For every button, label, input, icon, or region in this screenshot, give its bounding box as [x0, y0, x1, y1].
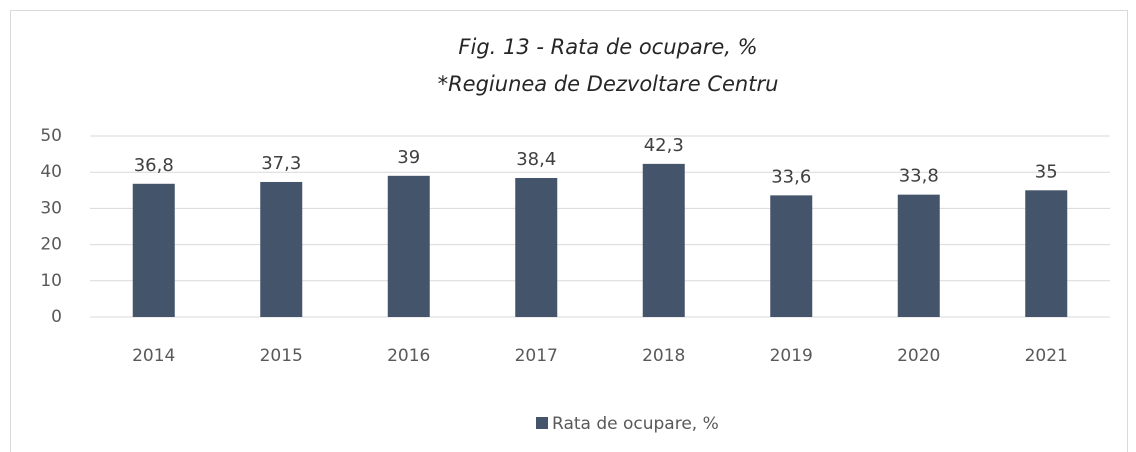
data-label: 39: [397, 147, 420, 168]
y-tick-label: 0: [51, 307, 62, 327]
data-label: 38,4: [516, 149, 556, 170]
data-label: 36,8: [134, 155, 174, 176]
data-label: 35: [1035, 161, 1058, 182]
bar: [260, 181, 303, 317]
legend-label: Rata de ocupare, %: [552, 414, 719, 434]
data-label: 33,8: [899, 166, 939, 187]
x-tick-label: 2021: [1025, 346, 1068, 366]
bar: [515, 177, 558, 317]
x-tick-label: 2016: [387, 346, 430, 366]
chart-title: Fig. 13 - Rata de ocupare, %: [458, 35, 757, 59]
y-tick-label: 50: [40, 126, 62, 146]
bar: [642, 163, 685, 317]
x-tick-label: 2020: [897, 346, 940, 366]
chart-border: [10, 10, 1128, 452]
data-label: 42,3: [644, 135, 684, 156]
data-label: 33,6: [771, 166, 811, 187]
data-label: 37,3: [261, 153, 301, 174]
bar: [770, 195, 813, 317]
y-tick-label: 30: [40, 198, 62, 218]
bar: [132, 183, 175, 317]
y-tick-label: 10: [40, 271, 62, 291]
bar: [897, 194, 940, 317]
y-tick-label: 40: [40, 162, 62, 182]
y-tick-label: 20: [40, 235, 62, 255]
x-tick-label: 2018: [642, 346, 685, 366]
x-tick-label: 2015: [260, 346, 303, 366]
chart-subtitle: *Regiunea de Dezvoltare Centru: [438, 72, 779, 96]
bar: [387, 175, 430, 317]
bar: [1025, 190, 1068, 317]
x-tick-label: 2014: [132, 346, 175, 366]
x-tick-label: 2019: [770, 346, 813, 366]
legend-swatch: [536, 417, 548, 429]
x-tick-label: 2017: [515, 346, 558, 366]
